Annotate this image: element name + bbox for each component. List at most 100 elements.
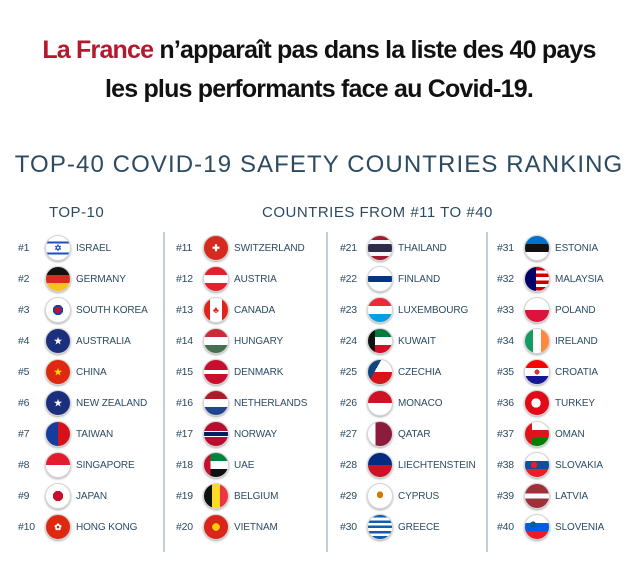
headline-line-1: La France n’apparaît pas dans la liste d… <box>0 33 638 67</box>
hong-kong-flag-icon: ✿ <box>45 514 71 540</box>
thailand-flag-icon <box>367 235 393 261</box>
country-name: NETHERLANDS <box>234 397 308 409</box>
country-name: HUNGARY <box>234 335 284 347</box>
country-name: POLAND <box>555 304 596 316</box>
country-row: #17 NORWAY <box>176 420 277 448</box>
japan-flag-icon <box>45 483 71 509</box>
country-name: TAIWAN <box>76 428 114 440</box>
country-row: #26 MONACO <box>340 389 443 417</box>
country-row: #38 SLOVAKIA <box>497 451 603 479</box>
country-row: #1 ✡ ISRAEL <box>18 234 111 262</box>
monaco-flag-icon <box>367 390 393 416</box>
column-divider <box>326 232 328 552</box>
latvia-flag-icon <box>524 483 550 509</box>
country-name: ISRAEL <box>76 242 111 254</box>
rank-label: #40 <box>497 521 514 533</box>
country-row: #27 QATAR <box>340 420 431 448</box>
country-row: #22 FINLAND <box>340 265 440 293</box>
country-row: #4 ★ AUSTRALIA <box>18 327 131 355</box>
country-name: BELGIUM <box>234 490 279 502</box>
country-row: #7 TAIWAN <box>18 420 113 448</box>
rank-label: #17 <box>176 428 193 440</box>
country-name: LATVIA <box>555 490 589 502</box>
country-row: #37 OMAN <box>497 420 585 448</box>
country-name: MONACO <box>398 397 443 409</box>
country-name: QATAR <box>398 428 431 440</box>
austria-flag-icon <box>203 266 229 292</box>
rank-label: #19 <box>176 490 193 502</box>
country-row: #18 UAE <box>176 451 254 479</box>
rank-label: #8 <box>18 459 30 471</box>
country-row: #34 IRELAND <box>497 327 598 355</box>
ireland-flag-icon <box>524 328 550 354</box>
rank-label: #15 <box>176 366 193 378</box>
belgium-flag-icon <box>203 483 229 509</box>
rank-label: #27 <box>340 428 357 440</box>
country-name: NORWAY <box>234 428 278 440</box>
country-name: CYPRUS <box>398 490 440 502</box>
rank-label: #38 <box>497 459 514 471</box>
rank-label: #24 <box>340 335 357 347</box>
rank-label: #34 <box>497 335 514 347</box>
rank-label: #31 <box>497 242 514 254</box>
country-row: #25 CZECHIA <box>340 358 441 386</box>
estonia-flag-icon <box>524 235 550 261</box>
country-row: #33 POLAND <box>497 296 596 324</box>
greece-flag-icon <box>367 514 393 540</box>
rank-label: #3 <box>18 304 30 316</box>
country-row: #20 VIETNAM <box>176 513 278 541</box>
rank-label: #16 <box>176 397 193 409</box>
rank-label: #26 <box>340 397 357 409</box>
germany-flag-icon <box>45 266 71 292</box>
country-name: KUWAIT <box>398 335 436 347</box>
cyprus-flag-icon <box>367 483 393 509</box>
rank-label: #35 <box>497 366 514 378</box>
rank-label: #36 <box>497 397 514 409</box>
china-flag-icon: ★ <box>45 359 71 385</box>
country-row: #14 HUNGARY <box>176 327 283 355</box>
country-name: UAE <box>234 459 255 471</box>
country-name: VIETNAM <box>234 521 278 533</box>
poland-flag-icon <box>524 297 550 323</box>
country-name: GERMANY <box>76 273 126 285</box>
country-row: #39 LATVIA <box>497 482 588 510</box>
rank-label: #9 <box>18 490 30 502</box>
country-row: #9 JAPAN <box>18 482 107 510</box>
switzerland-flag-icon: ✚ <box>203 235 229 261</box>
turkey-flag-icon <box>524 390 550 416</box>
rank-label: #5 <box>18 366 30 378</box>
vietnam-flag-icon <box>203 514 229 540</box>
country-name: SLOVENIA <box>555 521 605 533</box>
country-row: #13 ♣ CANADA <box>176 296 275 324</box>
country-row: #12 AUSTRIA <box>176 265 277 293</box>
country-row: #36 TURKEY <box>497 389 595 417</box>
rank-label: #28 <box>340 459 357 471</box>
rank-label: #39 <box>497 490 514 502</box>
country-name: JAPAN <box>76 490 107 502</box>
rank-label: #22 <box>340 273 357 285</box>
rank-label: #12 <box>176 273 193 285</box>
headline-line-1-text: n’apparaît pas dans la liste des 40 pays <box>153 36 596 64</box>
rank-label: #32 <box>497 273 514 285</box>
country-row: #2 GERMANY <box>18 265 126 293</box>
country-name: AUSTRIA <box>234 273 277 285</box>
country-row: #28 LIECHTENSTEIN <box>340 451 476 479</box>
country-name: OMAN <box>555 428 585 440</box>
country-name: GREECE <box>398 521 440 533</box>
norway-flag-icon <box>203 421 229 447</box>
headline-highlight: La France <box>42 36 154 64</box>
rank-label: #7 <box>18 428 30 440</box>
country-row: #35 CROATIA <box>497 358 598 386</box>
netherlands-flag-icon <box>203 390 229 416</box>
south-korea-flag-icon <box>45 297 71 323</box>
country-name: SLOVAKIA <box>555 459 603 471</box>
top10-heading: TOP-10 <box>49 204 105 221</box>
oman-flag-icon <box>524 421 550 447</box>
column-divider <box>486 232 488 552</box>
country-name: SINGAPORE <box>76 459 135 471</box>
country-name: HONG KONG <box>76 521 138 533</box>
rank-label: #18 <box>176 459 193 471</box>
rank-label: #11 <box>176 242 193 254</box>
new-zealand-flag-icon: ★ <box>45 390 71 416</box>
column-divider <box>163 232 165 552</box>
